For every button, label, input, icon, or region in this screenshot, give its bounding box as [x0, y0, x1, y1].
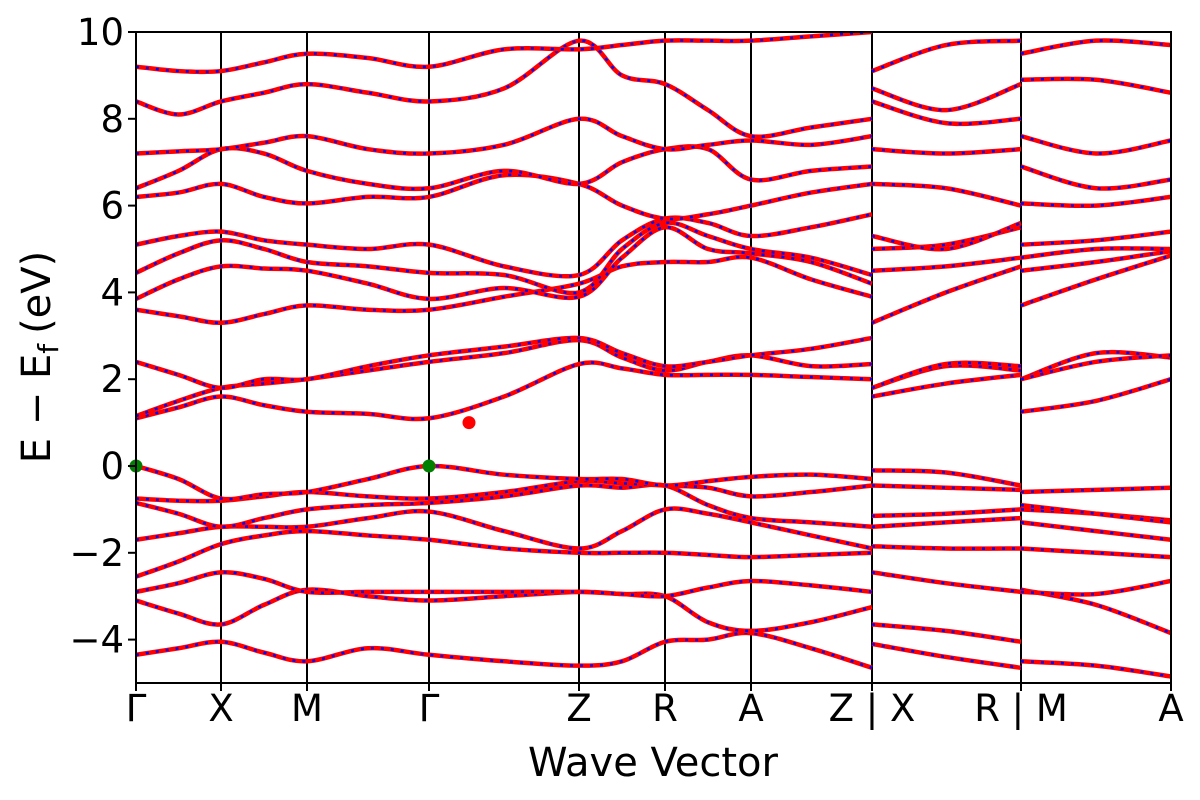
- band-dash: [136, 588, 1171, 644]
- x-tick-label: Γ: [419, 687, 440, 730]
- y-label-sub: f: [32, 343, 65, 354]
- band-dash: [136, 631, 1171, 678]
- band-line: [136, 38, 1171, 139]
- extremum-point: [462, 416, 476, 430]
- x-tick-label: Z: [566, 687, 591, 730]
- band-line: [136, 172, 1171, 222]
- x-tick-label: A: [1158, 687, 1183, 730]
- band-line: [136, 360, 1171, 422]
- band-dash: [136, 336, 1171, 390]
- y-tick-label: −4: [69, 619, 124, 662]
- y-tick-label: 10: [77, 11, 124, 54]
- extrema: [129, 416, 476, 473]
- y-tick-label: 0: [100, 445, 124, 488]
- grid: [135, 32, 1172, 683]
- y-tick-label: −2: [69, 532, 124, 575]
- bands: [136, 32, 1171, 679]
- x-tick-label: R: [652, 687, 678, 730]
- axes: −4 −2 0 2 4 6 8 10 Γ X M Γ Z R A Z | X R | M A: [69, 11, 1183, 730]
- band-dash: [136, 32, 1171, 74]
- band-line: [136, 335, 1171, 391]
- x-tick-label: Γ: [126, 687, 147, 730]
- band-dash: [136, 145, 1171, 191]
- band-line: [136, 253, 1171, 326]
- band-dash: [136, 100, 1171, 155]
- y-axis-label: E − Ef (eV): [14, 251, 65, 464]
- x-tick-label: X: [208, 687, 233, 730]
- x-tick-label: Z | X: [829, 687, 916, 730]
- y-tick-label: 4: [100, 271, 124, 314]
- band-dash: [136, 226, 1171, 301]
- band-dash: [136, 529, 1171, 578]
- band-dash: [136, 483, 1171, 529]
- y-label-unit: (eV): [14, 251, 60, 334]
- band-dash: [136, 464, 1171, 501]
- plot-frame: [135, 31, 1172, 684]
- band-dash: [136, 254, 1171, 325]
- y-label-main: E − E: [14, 354, 60, 464]
- band-line: [136, 528, 1171, 579]
- band-line: [136, 32, 1171, 75]
- x-tick-label: A: [738, 687, 763, 730]
- x-tick-label: M: [291, 687, 323, 730]
- y-tick-label: 2: [100, 358, 124, 401]
- band-dash: [136, 213, 1171, 278]
- y-tick-label: 6: [100, 185, 124, 228]
- y-tick-label: 8: [100, 98, 124, 141]
- band-dash: [136, 479, 1171, 524]
- band-dash: [136, 571, 1171, 598]
- band-dash: [136, 221, 1171, 295]
- x-axis-label: Wave Vector: [528, 740, 779, 786]
- x-tick-label: R | M: [974, 687, 1068, 730]
- extremum-point: [422, 459, 436, 473]
- band-dash: [136, 173, 1171, 221]
